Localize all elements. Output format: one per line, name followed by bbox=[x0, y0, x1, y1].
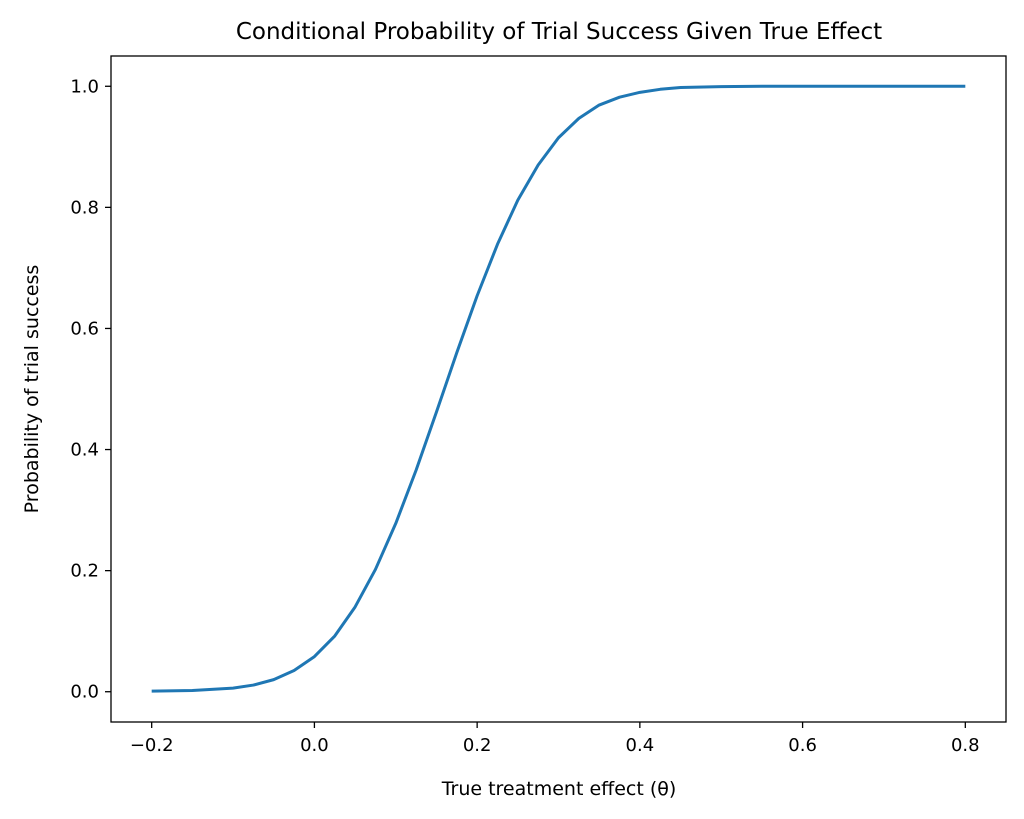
plot-frame bbox=[110, 55, 1007, 723]
y-axis: 0.0 0.2 0.4 0.6 0.8 1.0 bbox=[70, 76, 111, 703]
x-axis: −0.2 0.0 0.2 0.4 0.6 0.8 bbox=[130, 722, 980, 756]
y-tick-label: 0.6 bbox=[70, 318, 99, 339]
y-tick-label: 0.2 bbox=[70, 561, 99, 582]
x-tick-label: 0.8 bbox=[951, 735, 980, 756]
plot-area bbox=[151, 84, 966, 693]
y-tick-label: 0.8 bbox=[70, 197, 99, 218]
x-tick-label: 0.2 bbox=[463, 735, 492, 756]
y-axis-label: Probability of trial success bbox=[21, 265, 43, 514]
y-tick-label: 1.0 bbox=[70, 76, 99, 97]
y-tick-label: 0.0 bbox=[70, 682, 99, 703]
x-tick-label: −0.2 bbox=[130, 735, 174, 756]
series-line-0 bbox=[151, 84, 966, 693]
x-tick-label: 0.6 bbox=[788, 735, 817, 756]
x-tick-label: 0.4 bbox=[626, 735, 655, 756]
x-axis-label: True treatment effect (θ) bbox=[441, 778, 677, 800]
chart-title: Conditional Probability of Trial Success… bbox=[236, 19, 882, 45]
x-tick-label: 0.0 bbox=[300, 735, 329, 756]
y-tick-label: 0.4 bbox=[70, 440, 99, 461]
